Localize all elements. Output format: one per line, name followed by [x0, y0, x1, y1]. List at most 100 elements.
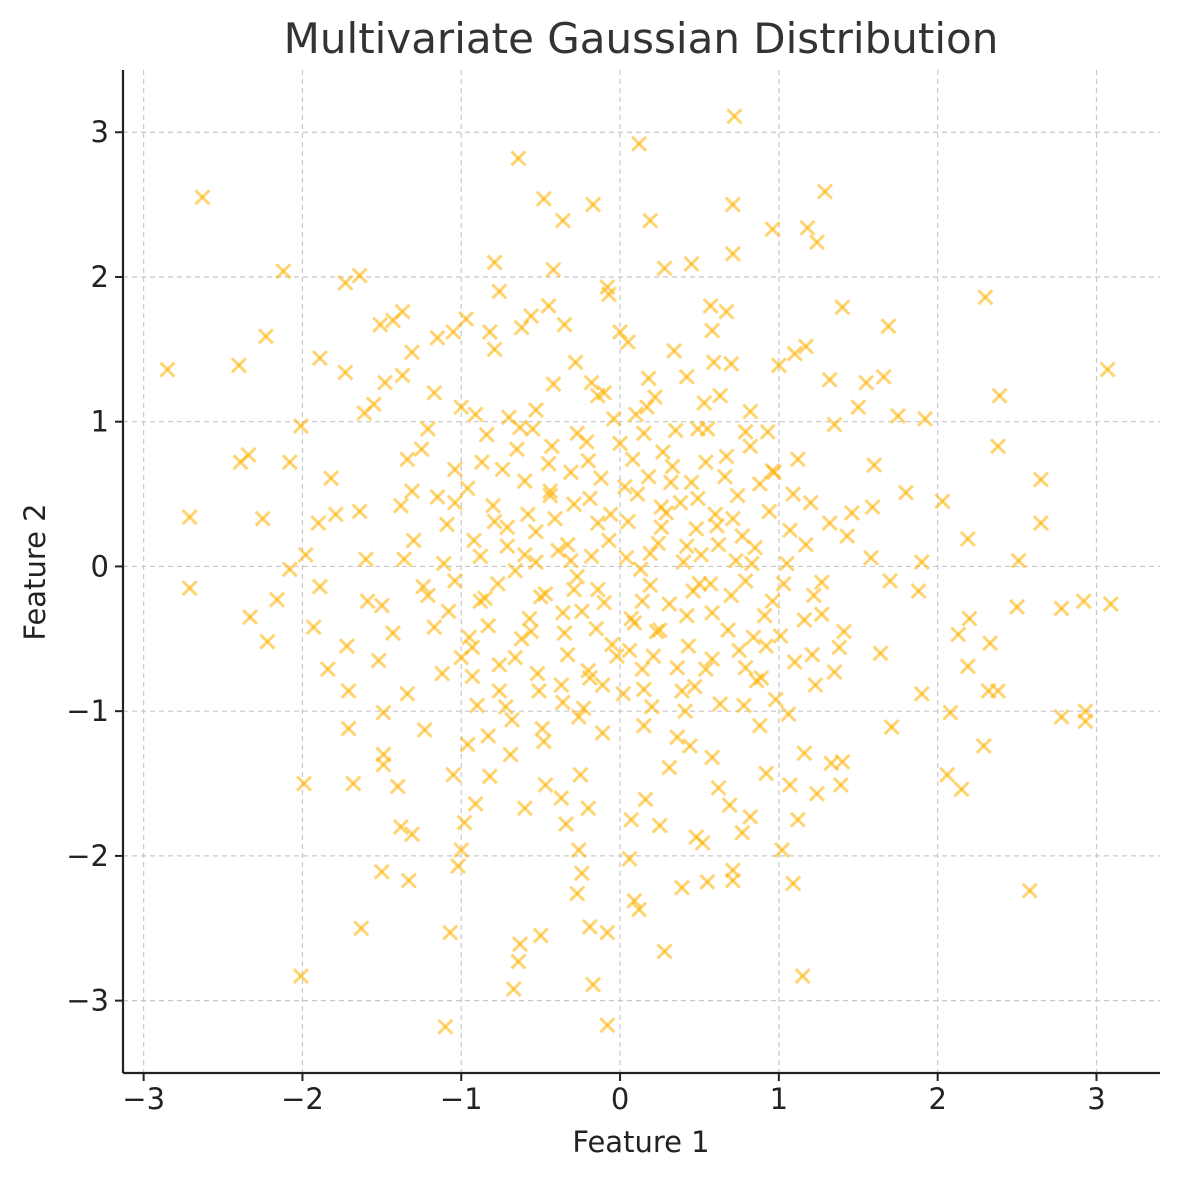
scatter-point	[478, 426, 495, 443]
scatter-point	[516, 472, 533, 490]
scatter-point	[710, 779, 727, 796]
scatter-point	[1010, 552, 1027, 569]
scatter-point	[472, 548, 489, 565]
scatter-point	[718, 448, 735, 465]
scatter-point	[640, 468, 657, 485]
scatter-point	[573, 603, 591, 620]
scatter-point	[486, 513, 503, 530]
scatter-point	[523, 623, 540, 640]
scatter-point	[511, 936, 529, 953]
scatter-point	[400, 872, 417, 889]
scatter-point	[858, 374, 875, 391]
scatter-point	[826, 664, 843, 681]
scatter-point	[442, 924, 459, 941]
scatter-point	[635, 717, 652, 734]
scatter-point	[581, 490, 598, 507]
scatter-point	[759, 423, 776, 440]
scatter-point	[1075, 593, 1092, 610]
scatter-point	[805, 587, 822, 604]
scatter-point	[599, 924, 616, 941]
scatter-point	[821, 514, 838, 532]
y-tick-label: 1	[91, 405, 109, 439]
scatter-point	[989, 438, 1007, 455]
scatter-point	[626, 892, 643, 909]
scatter-point	[507, 562, 524, 579]
scatter-point	[758, 765, 775, 782]
scatter-point	[472, 593, 489, 610]
scatter-point	[599, 1017, 616, 1034]
scatter-point	[781, 776, 799, 794]
scatter-point	[181, 509, 198, 526]
scatter-point	[702, 297, 719, 314]
scatter-point	[394, 367, 411, 384]
scatter-point	[484, 497, 502, 514]
scatter-point	[761, 503, 778, 520]
scatter-point	[975, 737, 992, 754]
scatter-point	[627, 406, 645, 423]
scatter-point	[697, 454, 714, 471]
scatter-point	[491, 682, 508, 699]
scatter-point	[712, 387, 729, 404]
scatter-point	[796, 611, 813, 629]
y-axis-label: Feature 2	[18, 503, 52, 640]
scatter-point	[464, 668, 481, 685]
scatter-point	[446, 494, 463, 511]
scatter-point	[556, 624, 573, 642]
scatter-point	[513, 630, 530, 647]
scatter-point	[612, 323, 629, 341]
scatter-point	[916, 410, 934, 427]
scatter-point	[883, 719, 900, 736]
scatter-point	[813, 574, 830, 591]
scatter-point	[510, 150, 527, 167]
scatter-point	[281, 561, 298, 578]
scatter-point	[491, 656, 508, 673]
scatter-point	[880, 318, 897, 335]
scatter-point	[731, 642, 748, 659]
y-tick-label: −2	[66, 839, 109, 873]
scatter-point	[629, 486, 646, 503]
scatter-point	[416, 721, 433, 739]
scatter-point	[683, 255, 700, 273]
scatter-point	[778, 555, 795, 572]
scatter-point	[704, 651, 721, 668]
scatter-point	[241, 609, 259, 626]
scatter-point	[1053, 708, 1070, 726]
scatter-point	[559, 646, 576, 663]
x-tick-label: −1	[440, 1082, 483, 1116]
scatter-point	[631, 135, 648, 152]
scatter-point	[527, 554, 544, 571]
scatter-point	[850, 399, 867, 416]
scatter-point	[489, 575, 506, 592]
scatter-point	[989, 682, 1007, 699]
scatter-point	[372, 316, 389, 333]
scatter-point	[977, 289, 994, 306]
scatter-point	[254, 510, 271, 527]
scatter-point	[543, 438, 560, 455]
scatter-point	[497, 698, 514, 715]
scatter-point	[642, 545, 659, 562]
scatter-point	[832, 776, 849, 794]
scatter-point	[816, 183, 833, 200]
scatter-point	[453, 842, 470, 859]
scatter-point	[669, 659, 686, 676]
scatter-point	[535, 733, 552, 750]
scatter-point	[580, 800, 597, 817]
scatter-point	[612, 435, 629, 452]
scatter-point	[542, 483, 559, 500]
scatter-point	[959, 530, 976, 547]
scatter-point	[516, 546, 533, 563]
scatter-point	[797, 536, 814, 553]
scatter-point	[583, 374, 600, 391]
scatter-point	[667, 422, 684, 439]
scatter-point	[942, 704, 959, 721]
scatter-point	[685, 582, 702, 600]
scatter-point	[632, 561, 649, 578]
scatter-point	[735, 697, 752, 714]
scatter-point	[456, 814, 473, 831]
scatter-point	[650, 535, 667, 552]
scatter-point	[608, 648, 625, 665]
scatter-point	[677, 703, 694, 720]
x-tick-label: −3	[122, 1082, 165, 1116]
scatter-point	[310, 514, 327, 532]
